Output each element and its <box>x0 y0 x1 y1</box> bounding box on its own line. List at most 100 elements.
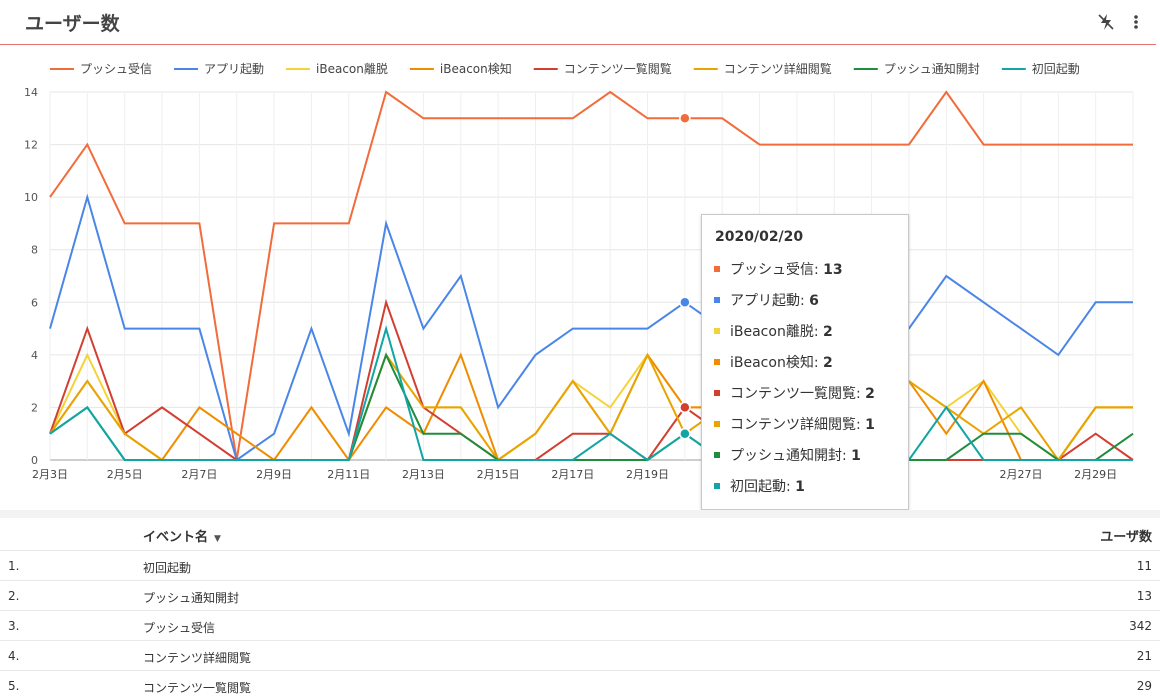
tooltip-value: 1 <box>851 448 861 464</box>
legend-label: プッシュ受信 <box>80 62 152 76</box>
tooltip-date: 2020/02/20 <box>715 229 804 245</box>
bolt-off-icon[interactable] <box>1098 13 1114 35</box>
legend-label: コンテンツ詳細閲覧 <box>724 61 832 76</box>
tooltip-value: 6 <box>809 293 819 309</box>
event-name-cell: コンテンツ一覧閲覧 <box>143 681 252 695</box>
tooltip-swatch <box>714 359 720 365</box>
legend-label: コンテンツ一覧閲覧 <box>564 62 672 76</box>
tooltip-swatch <box>714 328 720 334</box>
tooltip-value: 2 <box>865 386 875 402</box>
event-name-cell: 初回起動 <box>143 561 192 575</box>
tooltip-row: 初回起動: 1 <box>714 476 805 496</box>
tooltip-label: プッシュ通知開封: <box>730 448 852 464</box>
event-name-cell: プッシュ通知開封 <box>143 591 240 605</box>
tooltip-label: コンテンツ一覧閲覧: <box>730 386 866 402</box>
table-header: イベント名 ▼ ユーザ数 <box>0 518 1160 550</box>
tooltip-label: プッシュ受信: <box>730 262 824 278</box>
table-row[interactable]: 4. コンテンツ詳細閲覧 21 <box>0 640 1160 670</box>
x-tick-label: 2月19日 <box>626 468 669 481</box>
series-line <box>49 90 1133 461</box>
x-tick-label: 2月17日 <box>551 468 594 481</box>
chart-tooltip: 2020/02/20 プッシュ受信: 13 アプリ起動: 6 iBeacon離脱: … <box>701 214 909 510</box>
y-tick-label: 12 <box>24 139 38 152</box>
x-tick-label: 2月27日 <box>999 468 1042 481</box>
panel-header: ユーザー数 <box>0 0 1156 45</box>
column-header-user-count[interactable]: ユーザ数 <box>1100 530 1152 545</box>
tooltip-value: 1 <box>865 417 875 433</box>
y-tick-label: 8 <box>31 244 38 257</box>
x-tick-label: 2月3日 <box>32 468 68 481</box>
series-line <box>49 324 1133 462</box>
tooltip-row: コンテンツ詳細閲覧: 1 <box>714 414 875 434</box>
highlight-point <box>679 112 691 125</box>
tooltip-value: 1 <box>795 479 805 495</box>
tooltip-swatch <box>714 297 720 303</box>
y-tick-label: 6 <box>31 296 38 309</box>
event-name-cell: コンテンツ詳細閲覧 <box>143 651 252 665</box>
row-index: 2. <box>8 589 20 603</box>
highlight-point <box>679 401 691 414</box>
x-tick-label: 2月5日 <box>107 468 143 481</box>
y-tick-label: 10 <box>24 191 38 204</box>
user-count-cell: 342 <box>1129 619 1152 633</box>
x-tick-label: 2月11日 <box>327 468 370 481</box>
y-tick-label: 4 <box>31 349 38 362</box>
highlight-point <box>679 296 691 309</box>
x-tick-label: 2月15日 <box>477 468 520 481</box>
x-tick-label: 2月7日 <box>181 468 217 481</box>
tooltip-label: コンテンツ詳細閲覧: <box>730 417 866 433</box>
legend-label: 初回起動 <box>1032 62 1080 76</box>
tooltip-row: プッシュ通知開封: 1 <box>714 445 861 465</box>
row-index: 5. <box>8 679 20 693</box>
row-index: 4. <box>8 649 20 663</box>
column-header-event-name[interactable]: イベント名 ▼ <box>143 530 221 545</box>
table-row[interactable]: 2. プッシュ通知開封 13 <box>0 580 1160 610</box>
user-count-cell: 13 <box>1136 589 1152 603</box>
tooltip-row: アプリ起動: 6 <box>714 290 819 310</box>
table-row[interactable]: 1. 初回起動 11 <box>0 550 1160 580</box>
row-index: 1. <box>8 559 20 573</box>
tooltip-value: 2 <box>823 355 833 371</box>
x-tick-label: 2月9日 <box>256 468 292 481</box>
legend-label: プッシュ通知開封 <box>884 62 980 76</box>
section-divider <box>0 510 1160 518</box>
x-tick-label: 2月29日 <box>1074 468 1117 481</box>
highlight-point <box>679 427 691 440</box>
tooltip-row: プッシュ受信: 13 <box>714 259 843 279</box>
y-tick-label: 14 <box>24 86 38 99</box>
tooltip-value: 2 <box>823 324 833 340</box>
x-tick-label: 2月13日 <box>402 468 445 481</box>
series-line <box>49 298 1134 462</box>
table-row[interactable]: 5. コンテンツ一覧閲覧 29 <box>0 670 1160 700</box>
tooltip-row: iBeacon離脱: 2 <box>714 321 833 341</box>
user-count-cell: 11 <box>1136 559 1152 573</box>
tooltip-label: アプリ起動: <box>730 293 810 309</box>
series-line <box>49 193 1133 462</box>
legend-label: iBeacon離脱 <box>316 61 388 76</box>
event-table: イベント名 ▼ ユーザ数 1. 初回起動 11 2. プッシュ通知開封 13 3. プッシュ受信… <box>0 518 1160 700</box>
tooltip-value: 13 <box>823 262 843 278</box>
legend-label: iBeacon検知 <box>440 62 512 76</box>
row-index: 3. <box>8 619 20 633</box>
panel-title: ユーザー数 <box>25 13 120 35</box>
tooltip-swatch <box>714 266 720 272</box>
tooltip-swatch <box>714 483 720 489</box>
tooltip-label: iBeacon検知: <box>730 355 823 371</box>
more-vert-icon[interactable] <box>1133 13 1139 35</box>
tooltip-row: コンテンツ一覧閲覧: 2 <box>714 383 875 403</box>
tooltip-label: iBeacon離脱: <box>730 324 823 340</box>
table-row[interactable]: 3. プッシュ受信 342 <box>0 610 1160 640</box>
event-name-cell: プッシュ受信 <box>143 621 216 635</box>
sort-down-icon[interactable]: ▼ <box>214 534 221 544</box>
user-count-cell: 21 <box>1136 649 1152 663</box>
tooltip-label: 初回起動: <box>730 479 796 495</box>
legend-label: アプリ起動 <box>204 62 264 76</box>
tooltip-swatch <box>714 452 720 458</box>
user-count-cell: 29 <box>1136 679 1152 693</box>
tooltip-swatch <box>714 421 720 427</box>
y-tick-label: 2 <box>31 401 38 414</box>
tooltip-row: iBeacon検知: 2 <box>714 352 833 372</box>
tooltip-swatch <box>714 390 720 396</box>
y-tick-label: 0 <box>31 454 38 467</box>
